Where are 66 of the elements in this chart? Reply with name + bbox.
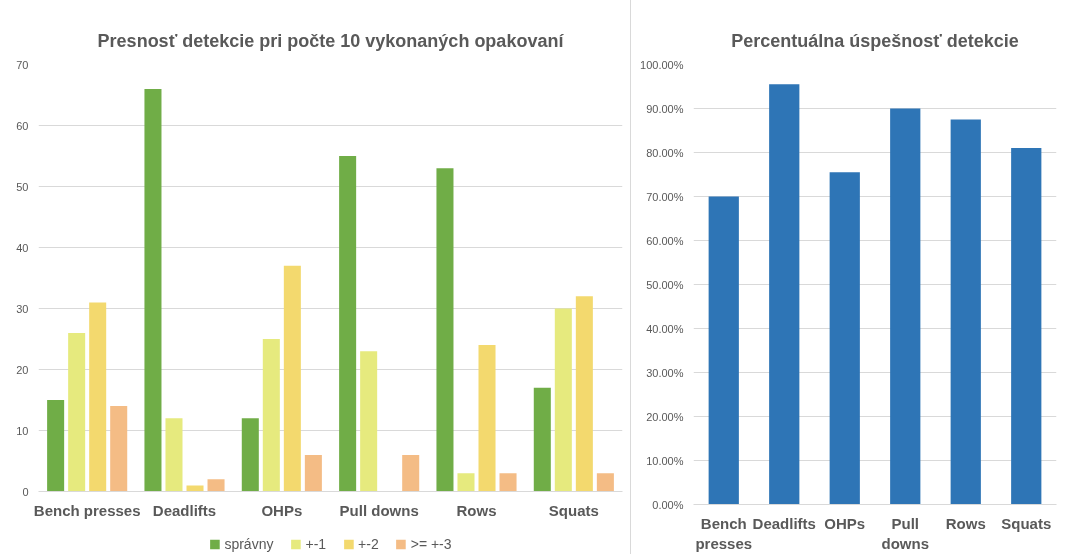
- y-tick-label: 60.00%: [646, 234, 684, 247]
- x-tick-label: Deadlifts: [752, 514, 816, 532]
- bar: [554, 308, 572, 492]
- bar: [339, 156, 357, 492]
- y-tick-label: 40: [16, 241, 29, 254]
- x-tick-label: Bench presses: [695, 514, 753, 552]
- bar: [186, 485, 204, 492]
- bar: [262, 339, 280, 492]
- bar: [436, 168, 454, 492]
- bar: [499, 473, 517, 492]
- bar: [890, 108, 921, 505]
- x-tick-label: Bench presses: [33, 501, 141, 519]
- y-tick-label: 0: [22, 485, 29, 498]
- y-tick-label: 90.00%: [646, 102, 684, 115]
- y-tick-label: 10.00%: [646, 454, 684, 467]
- x-tick-label: OHPs: [824, 514, 866, 532]
- x-tick-label: Rows: [945, 514, 986, 532]
- bar: [575, 296, 593, 492]
- bar: [207, 479, 225, 492]
- y-tick-label: 100.00%: [640, 58, 684, 71]
- bar: [89, 302, 107, 492]
- bar: [478, 345, 496, 492]
- chart-title: Presnosť detekcie pri počte 10 vykonaných opakovaní: [97, 30, 565, 51]
- y-tick-label: 70.00%: [646, 190, 684, 203]
- y-tick-label: 30: [16, 302, 29, 315]
- y-tick-label: 50: [16, 180, 29, 193]
- legend-label: >= +-3: [410, 536, 452, 552]
- bar: [829, 172, 860, 505]
- y-tick-label: 30.00%: [646, 366, 684, 379]
- legend-label: +-2: [358, 536, 379, 552]
- legend-label: +-1: [305, 536, 327, 552]
- y-tick-label: 40.00%: [646, 322, 684, 335]
- bar: [533, 387, 551, 492]
- bar: [68, 332, 86, 492]
- bar: [47, 400, 65, 492]
- y-tick-label: 0.00%: [652, 498, 684, 511]
- y-tick-label: 80.00%: [646, 146, 684, 159]
- bar: [596, 473, 614, 492]
- y-tick-label: 20: [16, 363, 29, 376]
- y-tick-label: 50.00%: [646, 278, 684, 291]
- bar: [457, 473, 475, 492]
- bar: [304, 454, 322, 492]
- chart-title: Percentuálna úspešnosť detekcie: [731, 30, 1019, 51]
- y-tick-label: 70: [16, 58, 29, 71]
- bar: [360, 351, 378, 492]
- y-tick-label: 10: [16, 424, 29, 437]
- legend-label: správny: [224, 536, 274, 552]
- y-tick-label: 20.00%: [646, 410, 684, 423]
- x-tick-label: Squats: [1001, 514, 1052, 532]
- bar: [769, 84, 800, 505]
- x-tick-label: Pull downs: [339, 501, 419, 519]
- bar: [165, 418, 183, 492]
- bar: [950, 119, 981, 505]
- bar: [110, 406, 128, 492]
- y-tick-label: 60: [16, 119, 29, 132]
- bar: [283, 265, 301, 492]
- bar: [241, 418, 259, 492]
- bar: [402, 454, 420, 492]
- bar: [144, 88, 162, 492]
- x-tick-label: Deadlifts: [152, 501, 217, 519]
- x-tick-label: Pull downs: [881, 514, 929, 552]
- bar: [1011, 148, 1042, 505]
- bar: [708, 196, 739, 505]
- x-tick-label: OHPs: [261, 501, 303, 519]
- x-tick-label: Squats: [548, 501, 599, 519]
- x-tick-label: Rows: [456, 501, 497, 519]
